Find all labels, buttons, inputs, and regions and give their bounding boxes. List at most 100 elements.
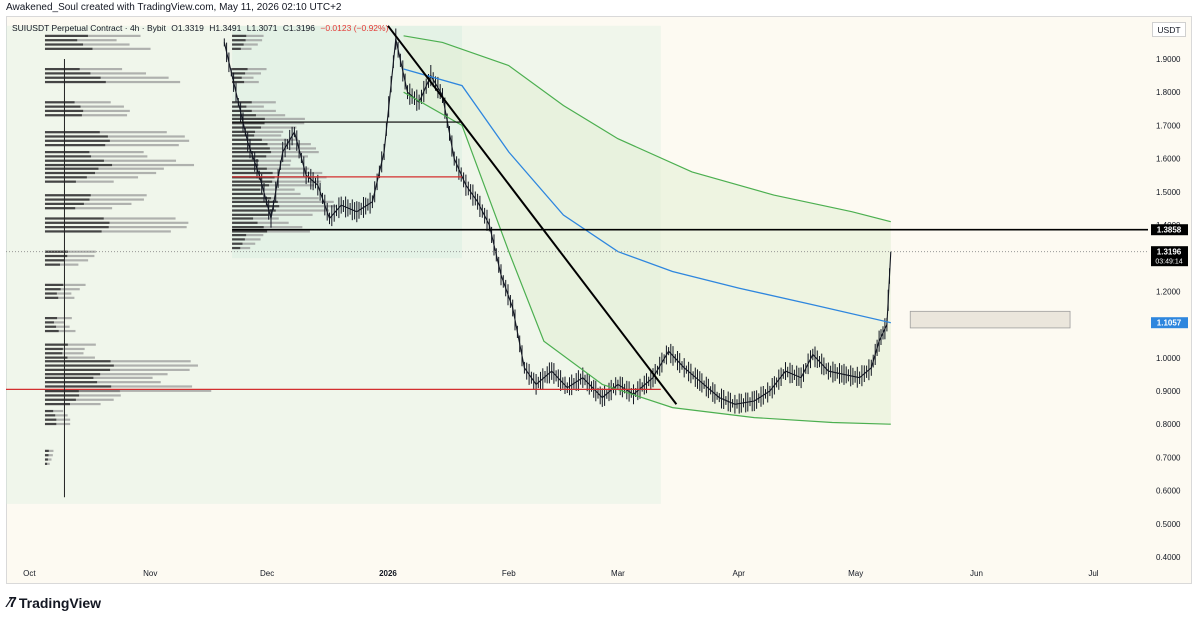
- volume-profile-core: [44, 418, 57, 421]
- volume-profile-core: [44, 80, 106, 84]
- tradingview-logo[interactable]: ⁄7 TradingView: [8, 594, 101, 611]
- volume-profile-core: [44, 352, 63, 355]
- y-axis-tick-label: 1.6000: [1156, 155, 1181, 164]
- volume-profile-core: [44, 135, 108, 138]
- volume-profile-bar: [44, 454, 53, 457]
- volume-profile-bar: [232, 221, 289, 224]
- volume-profile-core: [44, 329, 59, 333]
- volume-profile-core: [44, 325, 57, 328]
- volume-profile-bar: [232, 122, 305, 125]
- volume-profile-bar: [232, 138, 299, 141]
- volume-profile-bar: [44, 72, 147, 75]
- volume-profile-bar: [44, 360, 191, 363]
- volume-profile-core: [232, 67, 248, 71]
- volume-profile-bar: [44, 135, 185, 138]
- y-axis-tick-label: 1.5000: [1156, 188, 1181, 197]
- volume-profile-bar: [232, 39, 263, 42]
- volume-profile-bar: [232, 163, 291, 167]
- volume-profile-bar: [44, 422, 71, 426]
- volume-profile-core: [232, 246, 241, 250]
- candle-countdown-label: 03:49:14: [1155, 259, 1182, 266]
- volume-profile-bar: [232, 246, 251, 250]
- volume-profile-core: [44, 364, 114, 367]
- volume-profile-core: [44, 114, 82, 117]
- volume-profile-bar: [44, 131, 167, 134]
- volume-profile-core: [44, 76, 101, 79]
- volume-profile-bar: [44, 449, 54, 452]
- volume-profile-bar: [232, 209, 330, 212]
- currency-selector[interactable]: USDT: [1152, 22, 1186, 37]
- volume-profile-bar: [232, 200, 334, 203]
- volume-profile-bar: [232, 80, 259, 84]
- volume-profile-bar: [44, 163, 195, 167]
- volume-profile-core: [44, 373, 101, 376]
- volume-profile-core: [44, 34, 88, 37]
- ohlc-high: H1.3491: [209, 23, 242, 33]
- volume-profile-bar: [44, 418, 71, 421]
- volume-profile-core: [44, 176, 87, 179]
- volume-profile-bar: [44, 368, 190, 371]
- volume-profile-core: [232, 230, 268, 233]
- volume-profile-core: [44, 263, 61, 266]
- volume-profile-bar: [44, 402, 101, 406]
- volume-profile-core: [44, 385, 112, 388]
- volume-profile-core: [44, 144, 106, 147]
- moving-average-price-label: 1.1057: [1157, 319, 1182, 328]
- volume-profile-core: [44, 180, 76, 183]
- volume-profile-bar: [44, 329, 76, 333]
- volume-profile-core: [232, 167, 267, 170]
- volume-profile-core: [44, 194, 91, 197]
- credit-text: Awakened_Soul created with TradingView.c…: [6, 2, 342, 13]
- volume-profile-core: [232, 126, 262, 129]
- volume-profile-bar: [44, 159, 177, 162]
- symbol-info-bar[interactable]: SUIUSDT Perpetual Contract · 4h · Bybit …: [12, 23, 391, 33]
- volume-profile-bar: [232, 43, 258, 46]
- y-axis-tick-label: 1.2000: [1156, 287, 1181, 296]
- downtrend-line: [387, 25, 678, 405]
- volume-profile-bar: [232, 184, 315, 187]
- x-axis-tick-label: May: [848, 569, 863, 578]
- volume-profile-bar: [232, 205, 337, 208]
- volume-profile-bar: [232, 101, 276, 104]
- volume-profile-bar: [44, 462, 50, 465]
- y-axis-tick-label: 1.9000: [1156, 55, 1181, 64]
- symbol-name[interactable]: SUIUSDT Perpetual Contract · 4h · Bybit: [12, 23, 166, 33]
- volume-profile-bar: [44, 180, 114, 183]
- volume-profile-bar: [232, 167, 310, 170]
- target-zone-box: [909, 310, 1071, 329]
- volume-profile-core: [44, 458, 48, 461]
- volume-profile-bar: [232, 143, 311, 146]
- volume-profile-core: [232, 217, 254, 220]
- volume-profile-core: [44, 207, 76, 210]
- volume-profile-bar: [232, 76, 254, 79]
- volume-profile-bar: [44, 343, 96, 346]
- volume-profile-bar: [44, 194, 147, 197]
- volume-profile-core: [44, 321, 54, 324]
- volume-profile-bar: [232, 238, 261, 241]
- volume-profile-core: [232, 80, 245, 84]
- volume-profile-core: [232, 209, 276, 212]
- volume-profile-bar: [44, 376, 153, 379]
- volume-profile-core: [44, 402, 71, 406]
- volume-profile-core: [232, 101, 252, 104]
- volume-profile-bar: [44, 288, 80, 291]
- volume-profile-core: [232, 188, 261, 191]
- volume-profile-bar: [44, 80, 181, 84]
- ohlc-change: −0.0123 (−0.92%): [320, 23, 389, 33]
- volume-profile-bar: [44, 356, 95, 359]
- x-axis-tick-label: Jul: [1088, 569, 1098, 578]
- volume-profile-core: [232, 72, 246, 75]
- volume-profile-bar: [44, 385, 193, 388]
- volume-profile-core: [44, 101, 75, 104]
- volume-profile-core: [232, 109, 252, 113]
- volume-profile-core: [232, 242, 243, 245]
- volume-profile-bar: [44, 114, 128, 117]
- volume-profile-core: [44, 67, 80, 71]
- x-axis-tick-label: Mar: [611, 569, 625, 578]
- envelope-lower-line: [403, 91, 891, 425]
- volume-profile-bar: [232, 213, 313, 216]
- volume-profile-bar: [44, 167, 164, 170]
- resistance-price-label-box: [1151, 224, 1188, 236]
- volume-profile-core: [44, 414, 56, 417]
